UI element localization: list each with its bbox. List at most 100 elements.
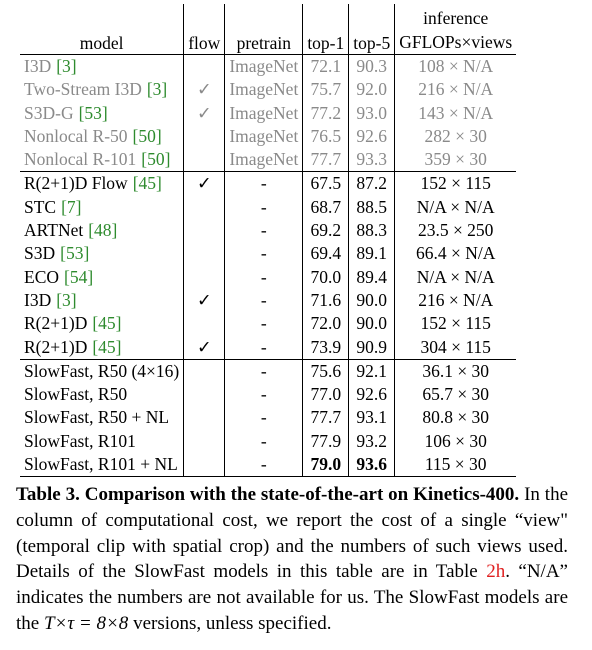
top1-cell: 69.4 — [302, 242, 349, 266]
model-cell: I3D [3] — [20, 55, 184, 79]
top1-cell: 77.0 — [302, 383, 349, 407]
top5-cell: 93.0 — [348, 101, 395, 125]
model-name: R(2+1)D — [24, 313, 88, 334]
inference-cell: 80.8 × 30 — [394, 406, 517, 430]
top1-cell: 73.9 — [302, 335, 349, 360]
flow-cell — [183, 429, 225, 454]
inference-cell: 36.1 × 30 — [394, 358, 517, 384]
model-name: SlowFast, R101 + NL — [24, 454, 178, 475]
citation: [48] — [88, 220, 118, 241]
flow-cell — [183, 406, 225, 430]
top1-cell: 72.1 — [302, 54, 349, 79]
model-name: Nonlocal R-101 — [24, 149, 137, 170]
pretrain-cell: ImageNet — [224, 78, 303, 102]
inference-cell: 65.7 × 30 — [394, 383, 517, 407]
pretrain-cell: - — [224, 171, 303, 196]
model-cell: SlowFast, R50 — [20, 383, 184, 406]
caption: Table 3. Comparison with the state-of-th… — [16, 482, 568, 637]
top1-cell: 67.5 — [302, 171, 349, 196]
flow-cell: ✓ — [183, 335, 225, 360]
table-row: STC [7] -68.7 88.5 N/A × N/A — [20, 195, 517, 220]
top5-cell: 90.0 — [348, 312, 395, 336]
model-name: ECO — [24, 266, 59, 287]
top1-cell: 72.0 — [302, 312, 349, 336]
model-name: Two-Stream I3D — [24, 79, 142, 100]
model-cell: SlowFast, R50 (4×16) — [20, 358, 184, 384]
inference-cell: 23.5 × 250 — [394, 219, 517, 243]
model-cell: S3D-G [53] — [20, 102, 184, 125]
inference-cell: 143 × N/A — [394, 101, 517, 125]
model-cell: ARTNet [48] — [20, 219, 184, 242]
caption-text: versions, unless specified. — [133, 612, 332, 634]
flow-cell — [183, 195, 225, 220]
inference-cell: 108 × N/A — [394, 54, 517, 79]
table-row: SlowFast, R50 -77.0 92.6 65.7 × 30 — [20, 383, 517, 407]
flow-cell — [183, 148, 225, 172]
flow-cell — [183, 124, 225, 149]
results-table: model flow pretrain top-1 top-5 inferenc… — [20, 4, 517, 478]
top5-cell: 93.1 — [348, 406, 395, 430]
header-cell: flow — [183, 4, 225, 55]
table-row: ARTNet [48] -69.2 88.3 23.5 × 250 — [20, 219, 517, 243]
flow-cell — [183, 54, 225, 79]
flow-cell: ✓ — [183, 101, 225, 125]
model-cell: S3D [53] — [20, 242, 184, 265]
header-cell: inference GFLOPs×views — [394, 4, 517, 55]
top5-cell: 93.2 — [348, 429, 395, 454]
checkmark: ✓ — [196, 79, 212, 100]
pretrain-cell: ImageNet — [224, 54, 303, 79]
pretrain-cell: - — [224, 242, 303, 266]
top1-cell: 77.9 — [302, 429, 349, 454]
citation: [50] — [132, 125, 162, 146]
citation: [50] — [141, 149, 171, 170]
checkmark: ✓ — [196, 173, 212, 194]
flow-cell — [183, 383, 225, 407]
pretrain-cell: - — [224, 335, 303, 360]
pretrain-cell: - — [224, 219, 303, 243]
pretrain-cell: - — [224, 429, 303, 454]
top5-cell: 92.6 — [348, 124, 395, 149]
flow-cell — [183, 265, 225, 289]
table-row: S3D-G [53] ✓ ImageNet 77.2 93.0 143 × N/A — [20, 101, 517, 125]
model-name: R(2+1)D Flow — [24, 173, 128, 194]
citation: [45] — [92, 336, 122, 357]
pretrain-cell: ImageNet — [224, 124, 303, 149]
model-cell: I3D [3] — [20, 289, 184, 312]
citation: [3] — [146, 79, 168, 100]
inference-cell: 152 × 115 — [394, 171, 517, 196]
inference-cell: 106 × 30 — [394, 429, 517, 454]
flow-cell: ✓ — [183, 288, 225, 313]
pretrain-cell: - — [224, 288, 303, 313]
flow-cell — [183, 358, 225, 384]
header-row: model flow pretrain top-1 top-5 inferenc… — [20, 4, 517, 55]
top5-cell: 90.0 — [348, 288, 395, 313]
flow-cell: ✓ — [183, 78, 225, 102]
model-name: STC — [24, 196, 57, 217]
caption-title: Comparison with the state-of-the-art on … — [84, 484, 520, 505]
top5-cell: 87.2 — [348, 171, 395, 196]
inference-cell: 282 × 30 — [394, 124, 517, 149]
model-cell: Nonlocal R-101 [50] — [20, 148, 184, 172]
top5-cell: 88.5 — [348, 195, 395, 220]
top1-cell: 75.6 — [302, 358, 349, 384]
citation: [3] — [56, 56, 77, 76]
citation: [7] — [61, 196, 82, 217]
pretrain-cell: - — [224, 406, 303, 430]
table-link[interactable]: 2h — [486, 561, 506, 583]
table-row: SlowFast, R101 -77.9 93.2 106 × 30 — [20, 429, 517, 454]
top5-cell: 92.0 — [348, 78, 395, 102]
flow-cell — [183, 219, 225, 243]
checkmark: ✓ — [196, 102, 212, 123]
inference-cell: 66.4 × N/A — [394, 242, 517, 266]
model-cell: Two-Stream I3D [3] — [20, 78, 184, 101]
header-cell: top-1 — [302, 4, 349, 55]
top1-cell: 71.6 — [302, 288, 349, 313]
model-cell: SlowFast, R101 + NL — [20, 453, 184, 478]
table-row: SlowFast, R50 (4×16) -75.6 92.1 36.1 × 30 — [20, 358, 517, 384]
top1-cell: 69.2 — [302, 219, 349, 243]
table-row: R(2+1)D Flow [45] ✓ -67.5 87.2 152 × 115 — [20, 171, 517, 196]
pretrain-cell: - — [224, 383, 303, 407]
model-cell: SlowFast, R50 + NL — [20, 406, 184, 429]
citation: [53] — [78, 102, 108, 123]
